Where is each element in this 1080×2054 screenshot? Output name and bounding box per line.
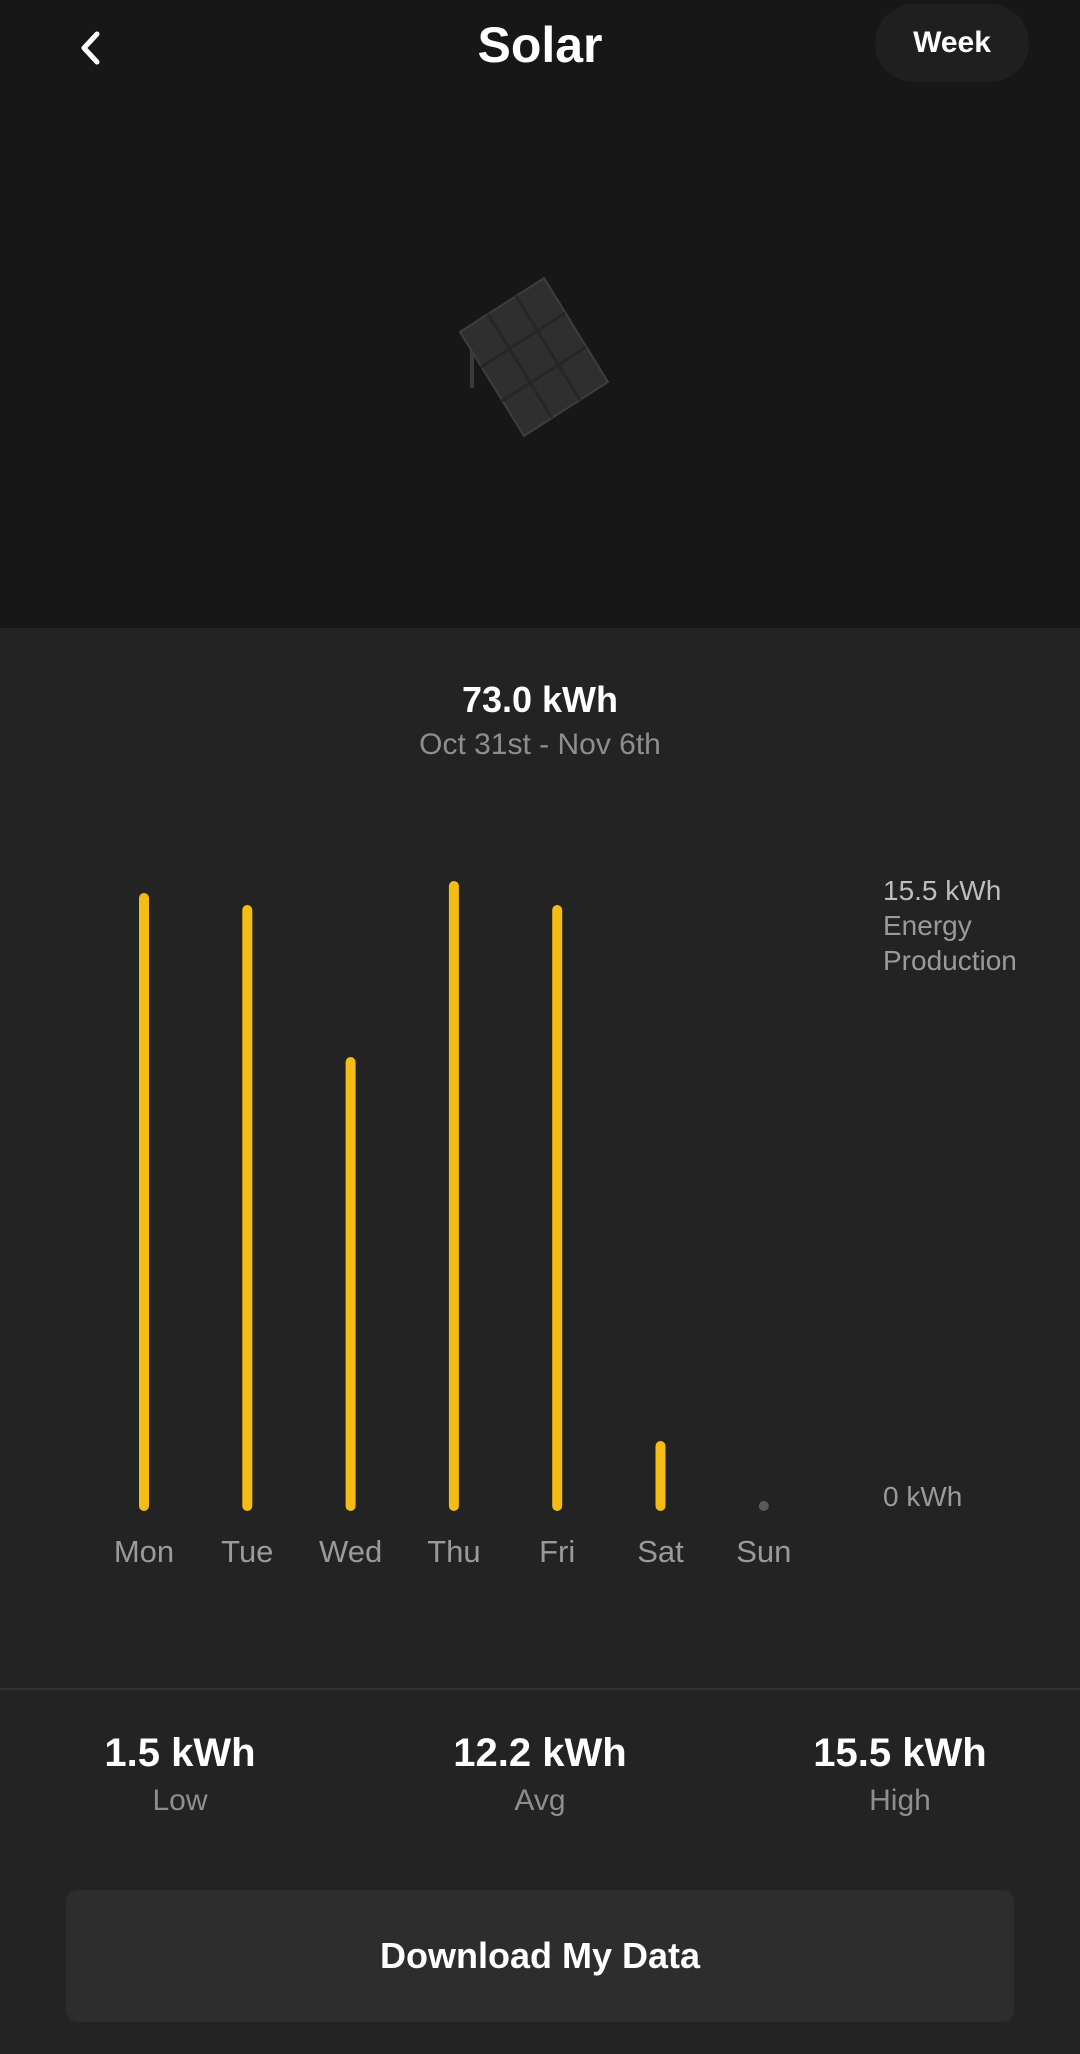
day-label-sat: Sat	[637, 1534, 684, 1569]
day-label-thu: Thu	[427, 1534, 480, 1569]
energy-production-chart: Mon Tue Wed Thu Fri Sat Sun 15.5 kWh Energy Pr…	[114, 875, 1017, 1569]
stat-low-value: 1.5 kWh	[104, 1731, 256, 1775]
y-axis-caption-line1: Energy	[883, 910, 972, 941]
stat-avg: 12.2 kWh Avg	[390, 1725, 690, 1821]
day-label-sun: Sun	[736, 1534, 791, 1569]
stat-avg-value: 12.2 kWh	[453, 1731, 627, 1775]
period-selector-button[interactable]: Week	[875, 4, 1029, 82]
date-range: Oct 31st - Nov 6th	[419, 728, 661, 761]
stat-high-value: 15.5 kWh	[813, 1731, 987, 1775]
day-label-fri: Fri	[539, 1534, 575, 1569]
stat-high-label: High	[869, 1784, 931, 1817]
stat-low: 1.5 kWh Low	[30, 1725, 330, 1821]
chevron-left-icon	[81, 31, 100, 65]
day-label-tue: Tue	[221, 1534, 273, 1569]
stat-avg-label: Avg	[514, 1784, 566, 1817]
total-energy: 73.0 kWh	[461, 679, 619, 720]
download-data-button[interactable]: Download My Data	[66, 1890, 1014, 2022]
y-axis-caption-line2: Production	[883, 945, 1017, 976]
solar-panel-icon	[458, 276, 610, 438]
y-axis-min-label: 0 kWh	[883, 1481, 962, 1512]
day-label-wed: Wed	[319, 1534, 382, 1569]
y-axis-max-label: 15.5 kWh	[883, 875, 1001, 906]
stat-low-label: Low	[152, 1784, 208, 1817]
page-title: Solar	[477, 17, 603, 73]
bar-sun[interactable]	[758, 1501, 769, 1511]
day-label-mon: Mon	[114, 1534, 174, 1569]
back-button[interactable]	[60, 18, 120, 78]
section-divider	[0, 1688, 1080, 1690]
stat-high: 15.5 kWh High	[750, 1725, 1050, 1821]
header-area: Solar Week	[0, 0, 1080, 628]
